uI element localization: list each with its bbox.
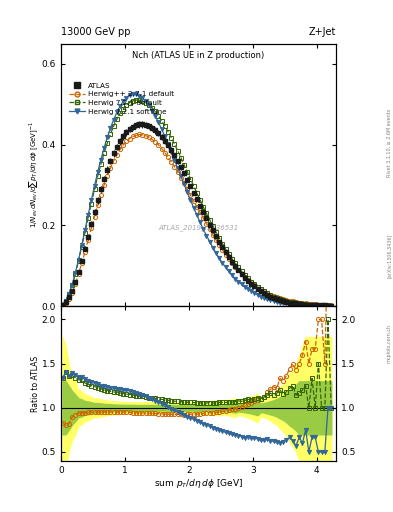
Text: Nch (ATLAS UE in Z production): Nch (ATLAS UE in Z production) [132, 51, 264, 60]
Text: Z+Jet: Z+Jet [309, 27, 336, 37]
Y-axis label: $1/N_{ev}\,dN_{ev}/d\!\sum p_T/d\eta\,d\phi\;[\mathrm{GeV}]^{-1}$: $1/N_{ev}\,dN_{ev}/d\!\sum p_T/d\eta\,d\… [28, 121, 40, 228]
Legend: ATLAS, Herwig++ 2.7.1 default, Herwig 7.2.1 default, Herwig 7.2.1 softTune: ATLAS, Herwig++ 2.7.1 default, Herwig 7.… [67, 81, 176, 116]
Text: ATLAS_2019_I1736531: ATLAS_2019_I1736531 [158, 224, 239, 231]
Text: Rivet 3.1.10, ≥ 2.6M events: Rivet 3.1.10, ≥ 2.6M events [387, 109, 391, 178]
Text: 13000 GeV pp: 13000 GeV pp [61, 27, 130, 37]
X-axis label: sum $p_T/d\eta\,d\phi$ [GeV]: sum $p_T/d\eta\,d\phi$ [GeV] [154, 477, 243, 490]
Y-axis label: Ratio to ATLAS: Ratio to ATLAS [31, 355, 40, 412]
Text: mcplots.cern.ch: mcplots.cern.ch [387, 324, 391, 362]
Text: [arXiv:1306.3436]: [arXiv:1306.3436] [387, 234, 391, 278]
